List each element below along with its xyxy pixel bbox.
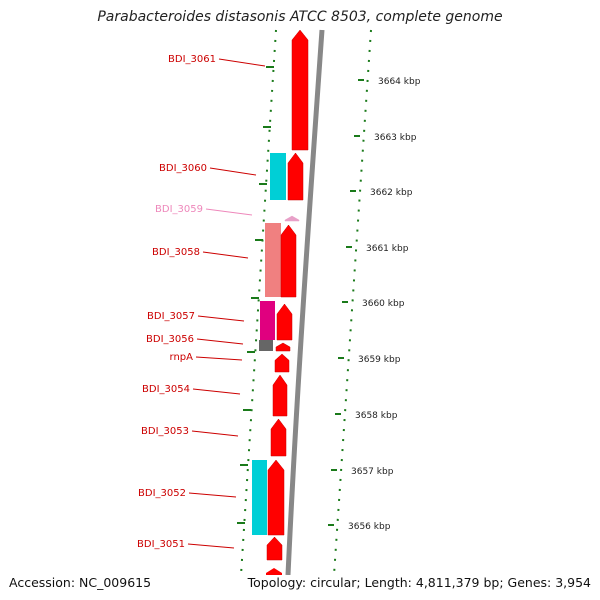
gene-label-BDI_3059[interactable]: BDI_3059 xyxy=(155,204,203,215)
scale-label: 3660 kbp xyxy=(362,299,405,309)
scale-labels: 3664 kbp 3663 kbp 3662 kbp 3661 kbp 3660 kbp… xyxy=(348,77,421,532)
scale-label: 3656 kbp xyxy=(348,522,391,532)
gene-label-BDI_3052[interactable]: BDI_3052 xyxy=(138,488,186,499)
gene-label-rnpA[interactable]: rnpA xyxy=(170,352,194,363)
forward-strand-genes xyxy=(266,29,309,575)
accession-text: Accession: NC_009615 xyxy=(9,575,152,590)
gene-label-leader xyxy=(196,338,244,345)
gene-label-leader xyxy=(202,251,249,259)
scale-label: 3658 kbp xyxy=(355,411,398,421)
gene-arrow-BDI_3057[interactable] xyxy=(276,303,293,341)
gene-label-BDI_3051[interactable]: BDI_3051 xyxy=(137,539,185,550)
gene-label-BDI_3054[interactable]: BDI_3054 xyxy=(142,384,190,395)
scale-label: 3663 kbp xyxy=(374,133,417,143)
gene-arrow-BDI_3052[interactable] xyxy=(267,459,285,536)
gene-label-leader xyxy=(187,543,235,549)
gene-label-leader xyxy=(188,492,237,498)
gene-label-leader xyxy=(205,208,253,216)
gene-arrow-partial xyxy=(266,568,282,575)
right-dotted-guide xyxy=(333,29,372,575)
gene-label-BDI_3060[interactable]: BDI_3060 xyxy=(159,163,207,174)
gene-arrow-BDI_3053[interactable] xyxy=(270,418,287,457)
reverse-gene-block xyxy=(252,460,267,535)
scale-label: 3664 kbp xyxy=(378,77,421,87)
gene-arrow-rnpA[interactable] xyxy=(274,353,290,373)
gene-label-BDI_3061[interactable]: BDI_3061 xyxy=(168,54,216,65)
gene-label-leader xyxy=(209,167,257,176)
gene-arrow-BDI_3054[interactable] xyxy=(272,374,288,417)
gene-arrow-BDI_3051[interactable] xyxy=(266,536,283,561)
scale-label: 3662 kbp xyxy=(370,188,413,198)
gene-arrow-BDI_3058[interactable] xyxy=(280,224,297,298)
gene-label-leader xyxy=(197,315,245,322)
gene-label-leader xyxy=(192,388,241,395)
gene-labels: BDI_3061 BDI_3060 BDI_3059 BDI_3058 BDI_3057… xyxy=(137,54,266,550)
gene-label-BDI_3057[interactable]: BDI_3057 xyxy=(147,311,195,322)
reverse-gene-block xyxy=(265,223,281,297)
gene-label-leader xyxy=(218,58,266,67)
gene-label-leader xyxy=(195,356,243,361)
gene-arrow-BDI_3060[interactable] xyxy=(287,152,304,201)
gene-label-BDI_3053[interactable]: BDI_3053 xyxy=(141,426,189,437)
reverse-strand-features xyxy=(252,153,286,535)
gene-label-BDI_3058[interactable]: BDI_3058 xyxy=(152,247,200,258)
gene-arrow-BDI_3061[interactable] xyxy=(291,29,309,151)
reverse-gene-block xyxy=(260,301,275,340)
gene-arrow-BDI_3059[interactable] xyxy=(284,215,300,222)
gene-arrow-BDI_3056[interactable] xyxy=(275,342,291,352)
scale-label: 3657 kbp xyxy=(351,467,394,477)
reverse-gene-block xyxy=(270,153,286,200)
genome-map: 3664 kbp 3663 kbp 3662 kbp 3661 kbp 3660 kbp… xyxy=(137,29,421,575)
reverse-gene-block xyxy=(259,340,273,351)
scale-label: 3661 kbp xyxy=(366,244,409,254)
left-dotted-guide xyxy=(240,29,277,575)
gene-label-BDI_3056[interactable]: BDI_3056 xyxy=(146,334,194,345)
gene-label-leader xyxy=(191,430,239,437)
topology-text: Topology: circular; Length: 4,811,379 bp… xyxy=(247,575,591,590)
genome-backbone xyxy=(285,29,325,575)
scale-label: 3659 kbp xyxy=(358,355,401,365)
map-title: Parabacteroides distasonis ATCC 8503, co… xyxy=(97,9,503,25)
scale-ticks xyxy=(237,66,364,526)
